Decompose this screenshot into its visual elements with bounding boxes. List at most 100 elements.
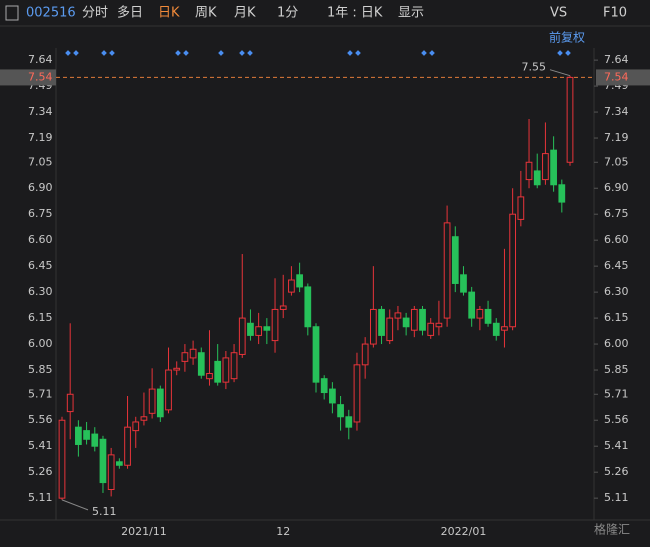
- event-marker: [557, 50, 563, 56]
- candle-body: [550, 149, 557, 186]
- y-tick-label-right: 5.56: [604, 413, 629, 426]
- candle-body: [320, 378, 328, 394]
- adjust-mode[interactable]: 前复权: [549, 30, 585, 45]
- candle-body: [509, 213, 517, 328]
- y-tick-label: 6.90: [28, 181, 53, 194]
- candle-body: [247, 322, 254, 336]
- candle-body: [386, 317, 394, 342]
- candle-body: [124, 426, 131, 466]
- candle-body: [402, 317, 410, 328]
- y-tick-label-right: 5.85: [604, 363, 629, 376]
- toolbar-tab[interactable]: 周K: [195, 6, 217, 21]
- min-pointer: [61, 499, 89, 511]
- candle-body: [197, 352, 205, 376]
- toolbar-tab[interactable]: 1年 : 日K: [327, 6, 383, 21]
- y-tick-label-right: 7.05: [604, 155, 629, 168]
- candle-body: [271, 308, 279, 342]
- candle-body: [140, 416, 148, 421]
- toolbar-tab[interactable]: 显示: [398, 6, 424, 21]
- last-price-label: 7.54: [28, 70, 53, 83]
- candle-body: [206, 372, 213, 380]
- candle-body: [288, 279, 295, 293]
- watermark: 格隆汇: [594, 522, 630, 537]
- toolbar-tab[interactable]: 日K: [158, 6, 180, 21]
- y-tick-label: 5.41: [28, 439, 53, 452]
- max-label: 7.55: [522, 61, 547, 74]
- candle-body: [468, 291, 476, 319]
- x-tick-label: 12: [276, 525, 290, 538]
- candle-body: [173, 367, 181, 371]
- candle-body: [443, 222, 451, 319]
- y-tick-label-right: 6.60: [604, 233, 629, 246]
- last-price-box-right: [596, 69, 650, 86]
- candle-body: [394, 312, 402, 319]
- candle-body: [189, 348, 197, 359]
- y-tick-label: 6.15: [28, 311, 53, 324]
- candle-body: [419, 308, 426, 331]
- candle-body: [460, 274, 467, 293]
- candle-body: [66, 393, 74, 413]
- candle-body: [525, 161, 533, 181]
- candle-body: [75, 426, 82, 445]
- candle-body: [378, 308, 385, 336]
- candle-body: [304, 286, 312, 328]
- candle-body: [484, 308, 492, 324]
- candle-body: [230, 352, 238, 380]
- candle-body: [492, 322, 500, 336]
- y-tick-label: 7.19: [28, 131, 53, 144]
- candle-body: [83, 430, 90, 440]
- candle-body: [279, 305, 287, 310]
- candle-body: [296, 274, 303, 288]
- candle-body: [558, 184, 566, 203]
- event-marker: [565, 50, 571, 56]
- max-pointer: [549, 69, 571, 77]
- sidebar-toggle[interactable]: [5, 5, 19, 21]
- candle-body: [353, 364, 361, 423]
- candle-body: [435, 322, 443, 328]
- y-tick-label: 6.00: [28, 337, 53, 350]
- candle-body: [533, 170, 541, 186]
- candle-body: [566, 76, 574, 163]
- y-tick-label: 5.85: [28, 363, 53, 376]
- y-tick-label-right: 5.11: [604, 491, 629, 504]
- candle-body: [238, 317, 246, 355]
- y-tick-label-right: 5.41: [604, 439, 629, 452]
- candle-body: [91, 433, 99, 447]
- candle-body: [181, 352, 189, 362]
- y-tick-label: 5.11: [28, 491, 53, 504]
- candle-body: [329, 388, 336, 404]
- y-tick-label-right: 5.26: [604, 465, 629, 478]
- y-tick-label-right: 6.45: [604, 259, 629, 272]
- y-tick-label: 7.34: [28, 105, 53, 118]
- y-tick-label: 6.60: [28, 233, 53, 246]
- vs-button[interactable]: VS: [550, 6, 567, 21]
- x-tick-label: 2022/01: [441, 525, 487, 538]
- f10-button[interactable]: F10: [603, 6, 627, 21]
- y-tick-label-right: 6.15: [604, 311, 629, 324]
- candle-body: [345, 416, 353, 428]
- toolbar-tab[interactable]: 月K: [234, 6, 256, 21]
- toolbar-tab[interactable]: 1分: [277, 6, 298, 21]
- candle-body: [337, 404, 344, 418]
- candle-body: [427, 322, 435, 336]
- candle-body: [222, 357, 230, 383]
- candle-body: [501, 326, 508, 331]
- toolbar-tab[interactable]: 多日: [117, 5, 143, 21]
- candle-body: [255, 326, 263, 336]
- candle-body: [476, 308, 484, 319]
- y-tick-label: 6.75: [28, 207, 53, 220]
- y-tick-label: 6.30: [28, 285, 53, 298]
- candle-body: [132, 421, 140, 432]
- toolbar-tab[interactable]: 分时: [82, 6, 108, 21]
- y-tick-label: 5.71: [28, 387, 53, 400]
- y-tick-label-right: 6.90: [604, 181, 629, 194]
- y-tick-label: 7.05: [28, 155, 53, 168]
- y-tick-label: 5.56: [28, 413, 53, 426]
- min-label: 5.11: [92, 505, 117, 518]
- candle-body: [312, 326, 320, 383]
- candle-body: [214, 360, 222, 383]
- candle-body: [451, 236, 459, 284]
- candle-body: [517, 196, 525, 220]
